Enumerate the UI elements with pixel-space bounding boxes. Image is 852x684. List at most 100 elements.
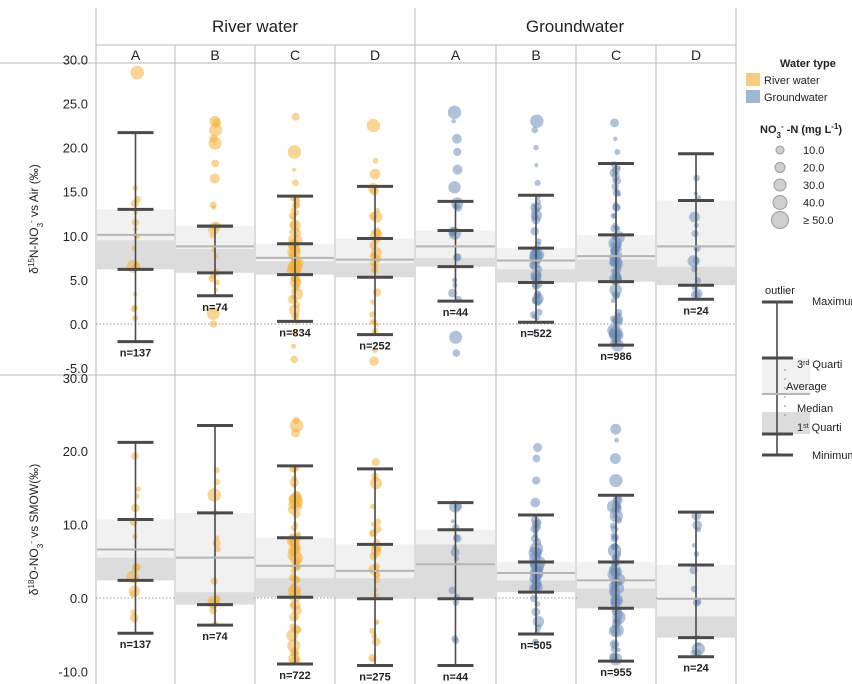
data-point (612, 313, 624, 325)
y-tick-label: 30.0 (63, 52, 88, 67)
data-point (691, 230, 699, 238)
box-groundwater-A: n=44 (416, 500, 495, 684)
data-point (451, 277, 458, 283)
outlier-point (534, 179, 541, 186)
data-point (696, 195, 702, 200)
key-maximum-label: Maximum (812, 296, 852, 308)
data-point (292, 491, 301, 500)
legend-size-circle (772, 195, 788, 210)
category-label: A (131, 47, 141, 63)
sample-size-label: n=24 (683, 305, 709, 317)
legend-color-label: River water (764, 75, 820, 87)
sample-size-label: n=505 (520, 640, 552, 652)
data-point (290, 648, 299, 657)
data-point (130, 609, 136, 615)
panel-top: -5.0 0.0 5.0 10.0 15.0 20.0 25.0 30.0 δ15N-NO3- … (27, 52, 736, 376)
data-point (607, 324, 620, 337)
category-label: C (290, 47, 300, 63)
outlier-point (531, 330, 537, 336)
data-point (295, 559, 300, 565)
data-point (453, 253, 462, 262)
sample-size-label: n=986 (600, 351, 632, 363)
data-point (535, 293, 541, 299)
box-river-water-C: n=722 (256, 416, 334, 682)
box-river-water-B: n=74 (176, 115, 254, 328)
outlier-point (532, 476, 541, 485)
data-point (214, 546, 221, 553)
category-label: D (370, 47, 380, 63)
outlier-point (449, 330, 463, 344)
data-point (450, 519, 455, 524)
data-point (374, 518, 382, 526)
box-river-water-A: n=137 (97, 440, 174, 651)
outlier-point (209, 201, 217, 209)
panel-grid (0, 8, 737, 684)
column-headers: River water Groundwater A B C D A B C D (131, 17, 701, 63)
data-point (289, 602, 296, 608)
outlier-point (609, 473, 623, 488)
key-minimum-label: Minimum (812, 450, 852, 462)
group-title-river-water: River water (212, 17, 298, 36)
data-point (616, 192, 621, 197)
outlier-point (371, 458, 380, 467)
data-point (370, 657, 375, 662)
y-tick-label: -5.0 (66, 361, 88, 376)
data-point (132, 534, 138, 540)
sample-size-label: n=137 (120, 348, 152, 360)
legend-size-label: 20.0 (803, 163, 824, 175)
data-point (133, 563, 141, 571)
outlier-point (610, 118, 619, 128)
sample-size-label: n=44 (443, 672, 469, 684)
y-tick-label: 5.0 (70, 273, 88, 288)
outlier-point (287, 145, 302, 159)
outlier-point (209, 173, 220, 184)
box-groundwater-A: n=44 (416, 105, 495, 357)
y-tick-label: 25.0 (63, 97, 88, 112)
data-point (135, 486, 141, 492)
outlier-point (532, 454, 541, 463)
data-point (375, 208, 381, 214)
key-dot (784, 414, 786, 416)
outlier-point (533, 443, 543, 453)
data-point (611, 641, 618, 648)
data-point (612, 231, 625, 244)
outlier-point (610, 423, 622, 435)
sample-size-label: n=275 (359, 672, 391, 684)
box-groundwater-B: n=522 (497, 114, 575, 340)
outlier-point (290, 343, 297, 349)
data-point (532, 295, 543, 306)
data-point (454, 204, 462, 212)
outlier-point (209, 115, 221, 127)
data-point (129, 613, 139, 623)
outlier-point (451, 133, 462, 144)
sample-size-label: n=44 (443, 307, 469, 319)
legend-size-label: 40.0 (803, 198, 824, 210)
outlier-point (291, 329, 298, 336)
group-title-groundwater: Groundwater (526, 17, 625, 36)
data-point (532, 547, 543, 557)
data-point (369, 627, 376, 634)
outlier-point (452, 349, 461, 357)
legend-color-label: Groundwater (764, 92, 828, 104)
sample-size-label: n=74 (202, 631, 228, 643)
key-average-label: Average (786, 381, 827, 393)
data-point (294, 657, 301, 664)
outlier-point (291, 167, 296, 172)
key-dot (784, 405, 786, 407)
plot-panels: -5.0 0.0 5.0 10.0 15.0 20.0 25.0 30.0 δ15N-NO3- … (27, 52, 736, 684)
data-point (615, 165, 621, 171)
box-river-water-B: n=74 (176, 424, 254, 643)
data-point (613, 203, 621, 211)
outlier-point (451, 118, 456, 124)
data-point (290, 264, 298, 272)
data-point (693, 288, 703, 299)
key-box-upper (762, 358, 810, 394)
data-point (612, 213, 617, 218)
data-point (610, 525, 619, 534)
data-point (448, 586, 457, 595)
key-outlier-label: outlier (765, 285, 795, 297)
data-point (535, 624, 542, 631)
y-tick-label: 15.0 (63, 185, 88, 200)
legend: Water type River water Groundwater NO3- -N … (746, 58, 852, 462)
